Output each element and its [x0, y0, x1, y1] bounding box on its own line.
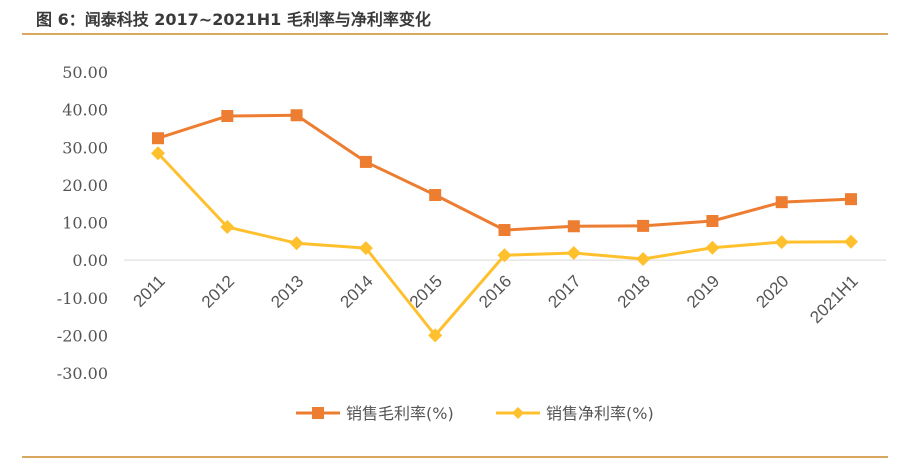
data-point-diamond	[151, 146, 165, 161]
data-point-square	[359, 155, 372, 168]
x-tick-label: 2021H1	[806, 272, 862, 328]
data-point-diamond	[358, 241, 373, 256]
data-point-diamond	[220, 220, 235, 235]
data-point-diamond	[289, 236, 304, 251]
data-point-diamond	[566, 245, 581, 260]
data-point-square	[221, 110, 234, 123]
data-point-diamond	[844, 234, 858, 249]
data-point-square	[498, 224, 511, 237]
data-point-square	[706, 214, 719, 227]
y-tick-label: -30.00	[57, 364, 108, 383]
y-tick-label: 30.00	[62, 138, 108, 157]
x-tick-label: 2012	[198, 272, 238, 312]
top-rule	[22, 33, 888, 35]
data-point-square	[152, 132, 164, 145]
y-tick-label: -10.00	[57, 289, 108, 308]
data-point-diamond	[497, 248, 512, 263]
data-point-square	[290, 109, 303, 122]
data-point-diamond	[705, 240, 720, 255]
series-line-1	[157, 113, 852, 232]
x-tick-label: 2013	[267, 272, 307, 312]
data-point-square	[637, 219, 650, 232]
legend-label: 销售毛利率(%)	[346, 404, 454, 423]
y-tick-label: 50.00	[62, 63, 108, 82]
x-tick-label: 2018	[614, 272, 654, 312]
y-tick-label: 0.00	[72, 251, 108, 270]
data-point-square	[567, 220, 580, 233]
series-line-2	[156, 152, 852, 337]
data-point-square	[775, 196, 788, 209]
x-tick-label: 2014	[337, 272, 377, 312]
x-tick-label: 2019	[683, 272, 723, 312]
y-tick-label: 20.00	[62, 176, 108, 195]
y-tick-label: 10.00	[62, 214, 108, 233]
data-point-diamond	[774, 235, 789, 250]
x-tick-label: 2011	[130, 272, 169, 311]
legend-label: 销售净利率(%)	[546, 404, 654, 423]
x-tick-label: 2017	[544, 272, 584, 312]
legend-marker-square	[312, 407, 324, 419]
data-point-square	[845, 193, 857, 206]
y-tick-label: 40.00	[62, 101, 108, 120]
y-tick-label: -20.00	[57, 326, 108, 345]
data-point-square	[429, 189, 442, 202]
legend-marker-diamond	[512, 407, 524, 419]
data-point-diamond	[428, 328, 443, 343]
bottom-rule	[22, 456, 888, 458]
x-tick-label: 2020	[752, 272, 792, 312]
data-point-diamond	[636, 251, 651, 266]
x-tick-label: 2016	[475, 272, 515, 312]
figure-title: 图 6：闻泰科技 2017~2021H1 毛利率与净利率变化	[36, 10, 431, 29]
